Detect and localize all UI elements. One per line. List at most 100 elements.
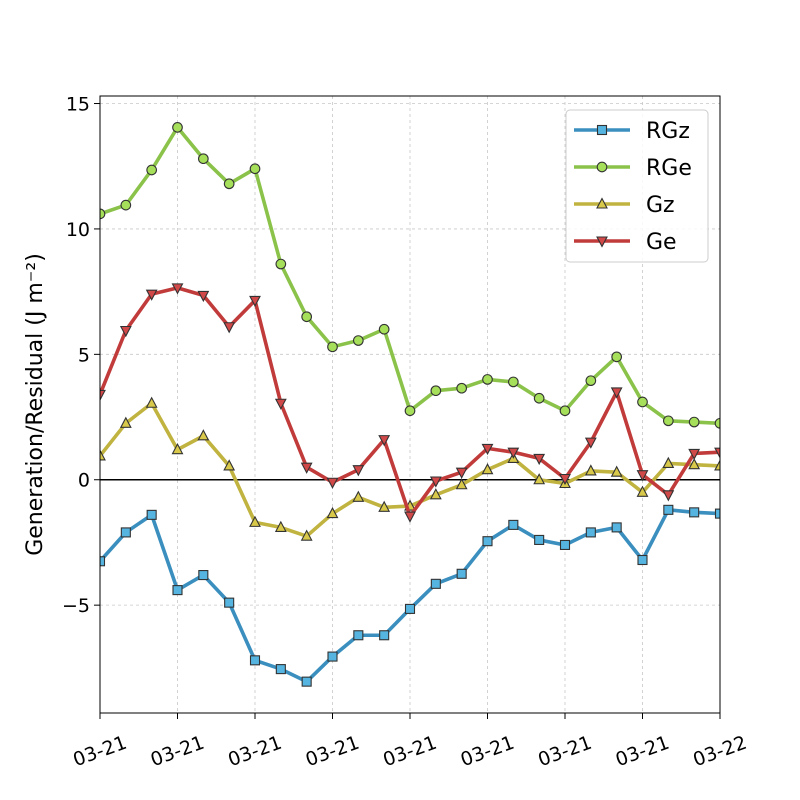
series-layer bbox=[100, 122, 720, 687]
RGe-point bbox=[482, 374, 493, 385]
RGe-point bbox=[507, 376, 519, 388]
RGe-point bbox=[352, 335, 364, 346]
RGe-point bbox=[100, 208, 106, 220]
Gz-point bbox=[455, 478, 468, 490]
RGe-point bbox=[714, 417, 720, 429]
Ge-point bbox=[610, 387, 623, 399]
RGz-point bbox=[275, 664, 286, 675]
RGe-point bbox=[533, 392, 545, 404]
legend: RGz RGe Gz Ge bbox=[565, 109, 709, 263]
RGz-point bbox=[379, 630, 390, 641]
Ge-point bbox=[584, 437, 597, 449]
Gz-point bbox=[714, 459, 720, 471]
series-Ge bbox=[100, 283, 720, 523]
Ge-point bbox=[714, 447, 720, 459]
RGe-point bbox=[637, 396, 648, 408]
Gz-point bbox=[352, 490, 365, 502]
series-Gz bbox=[100, 396, 720, 541]
grid bbox=[99, 96, 721, 713]
Gz-point bbox=[378, 500, 391, 512]
RGe-point bbox=[611, 351, 623, 363]
y-axis-label: Generation/Residual (J m⁻²) bbox=[23, 253, 48, 556]
RGe-point bbox=[327, 341, 338, 353]
RGe-point bbox=[378, 323, 390, 335]
Gz-point bbox=[610, 465, 623, 477]
series-RGe bbox=[100, 122, 720, 429]
RGe-point bbox=[275, 258, 287, 270]
Gz-point bbox=[662, 456, 675, 468]
legend-entry-RGz: RGz bbox=[574, 119, 690, 144]
RGz-point bbox=[714, 508, 720, 519]
Gz-point bbox=[300, 529, 313, 541]
RGz-point bbox=[430, 578, 441, 589]
Gz-point bbox=[197, 429, 210, 441]
legend-label: RGz bbox=[646, 119, 690, 144]
RGe-point bbox=[172, 122, 183, 133]
y-tick-label: 0 bbox=[78, 470, 90, 492]
RGz-point bbox=[637, 554, 648, 566]
Gz-point bbox=[429, 488, 442, 500]
Gz-point bbox=[481, 463, 494, 475]
RGz-point bbox=[482, 536, 493, 547]
Gz-point bbox=[636, 485, 649, 497]
RGz-point bbox=[249, 655, 261, 666]
RGz-point bbox=[508, 519, 519, 530]
RGz-point bbox=[596, 124, 608, 136]
Gz-point bbox=[249, 515, 261, 527]
Ge-point bbox=[429, 476, 442, 488]
Ge-point bbox=[171, 283, 184, 295]
Ge-point bbox=[455, 467, 468, 479]
RGz-point bbox=[301, 676, 312, 687]
legend-entry-RGe: RGe bbox=[574, 156, 692, 181]
Ge-point bbox=[223, 322, 236, 334]
RGe-point bbox=[585, 375, 597, 387]
RGz-point bbox=[689, 507, 700, 518]
RGz-point bbox=[585, 527, 596, 538]
RGz-point bbox=[663, 504, 674, 515]
Gz-point bbox=[100, 449, 106, 461]
Ge-point bbox=[507, 447, 520, 459]
Ge-point bbox=[274, 398, 287, 410]
RGe-point bbox=[249, 163, 261, 175]
legend-label: Gz bbox=[646, 193, 675, 218]
legend-label: Ge bbox=[646, 230, 677, 255]
y-tick-label: 5 bbox=[78, 344, 90, 366]
Ge-point bbox=[145, 289, 158, 301]
RGz-point bbox=[353, 630, 364, 641]
y-tick-label: 10 bbox=[66, 219, 90, 241]
RGe-point bbox=[301, 311, 313, 323]
RGe-point bbox=[662, 415, 674, 427]
Ge-point bbox=[249, 295, 261, 308]
legend-label: RGe bbox=[646, 156, 692, 181]
RGz-point bbox=[146, 509, 157, 520]
RGz-point bbox=[611, 522, 622, 533]
Ge-point bbox=[352, 465, 365, 477]
Ge-point bbox=[326, 477, 339, 489]
RGz-point bbox=[559, 539, 571, 551]
RGe-point bbox=[559, 405, 571, 417]
RGe-point bbox=[197, 153, 209, 165]
Gz-point bbox=[584, 464, 597, 476]
Ge-point bbox=[300, 462, 313, 474]
RGz-point bbox=[120, 527, 131, 538]
Gz-point bbox=[119, 416, 132, 428]
RGe-point bbox=[120, 199, 132, 211]
RGe-point bbox=[688, 416, 700, 428]
Gz-point bbox=[688, 458, 701, 470]
RGz-point bbox=[198, 570, 209, 581]
RGe-point bbox=[430, 385, 442, 397]
Gz-point bbox=[533, 473, 546, 485]
Ge-point bbox=[596, 236, 608, 248]
Ge-point bbox=[662, 490, 675, 502]
legend-box bbox=[565, 109, 709, 263]
y-tick-label: −5 bbox=[62, 595, 90, 617]
Ge-point bbox=[119, 325, 132, 338]
RGz-point bbox=[224, 597, 235, 608]
RGz-point bbox=[327, 651, 338, 662]
Ge-point bbox=[636, 470, 649, 482]
Ge-point bbox=[404, 511, 416, 523]
y-tick-label: 15 bbox=[66, 94, 90, 116]
Ge-point bbox=[688, 448, 701, 461]
RGe-point bbox=[456, 382, 468, 394]
RGe-point bbox=[146, 164, 158, 176]
